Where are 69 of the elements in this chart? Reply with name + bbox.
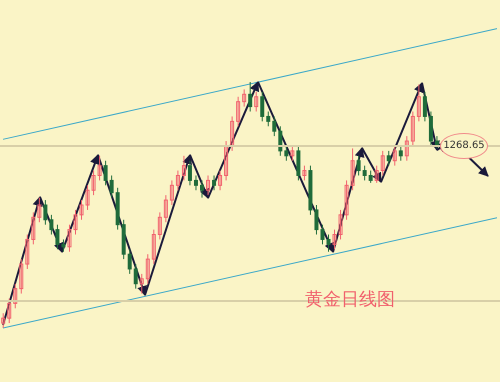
candlestick (134, 264, 138, 290)
candlestick (356, 155, 361, 176)
candlestick (260, 91, 264, 122)
candlestick (170, 180, 174, 206)
candlestick (164, 194, 168, 223)
candlestick (19, 258, 24, 294)
candlestick (55, 224, 60, 250)
candlestick (272, 116, 276, 137)
candlestick (374, 165, 379, 184)
candlestick (338, 209, 343, 240)
candlestick (404, 136, 409, 162)
candlestick (140, 273, 144, 294)
candlestick (86, 184, 90, 210)
candlestick (386, 150, 391, 166)
candlestick (1, 312, 6, 328)
candlestick (80, 200, 84, 220)
candlestick (230, 116, 234, 152)
candlestick (152, 229, 156, 265)
candlestick (61, 238, 66, 252)
candlestick (98, 155, 102, 181)
candlestick (188, 160, 192, 186)
candlestick (248, 82, 252, 112)
candlestick (344, 180, 349, 220)
candlestick (218, 170, 222, 191)
candlestick (73, 209, 78, 236)
candlestick (25, 234, 30, 270)
candlestick (380, 150, 385, 176)
candlestick (320, 224, 324, 245)
candlestick (49, 214, 54, 236)
candlestick (224, 140, 228, 181)
candlestick (104, 160, 108, 186)
candlestick (392, 145, 397, 166)
candlestick (92, 170, 96, 196)
candlestick (67, 224, 72, 252)
candlestick (176, 170, 180, 191)
candlestick (266, 111, 270, 127)
candlestick (242, 88, 246, 108)
text: 黄金日线图 (305, 288, 395, 311)
annotation: 1268.65 (440, 132, 488, 159)
candlestick (416, 84, 421, 122)
candlestick (182, 155, 186, 181)
candlestick (314, 204, 318, 236)
candlestick (368, 170, 373, 184)
candlestick (37, 197, 42, 223)
candlestick (236, 96, 240, 127)
candlestick (332, 229, 337, 250)
candlestick (7, 298, 12, 324)
candlestick (422, 91, 427, 122)
candlestick (212, 174, 216, 191)
candlestick (128, 248, 132, 274)
candlestick (410, 111, 415, 146)
candlestick (158, 212, 162, 240)
candlestick (302, 165, 306, 181)
candlestick (350, 148, 355, 191)
candlestick (194, 174, 198, 191)
candlestick (146, 254, 150, 284)
candlestick (13, 283, 18, 309)
candlestick (43, 200, 48, 226)
candlestick (362, 165, 367, 181)
candlestick (290, 145, 294, 162)
candlestick (206, 174, 210, 196)
candlestick (254, 91, 258, 112)
candlestick (278, 126, 282, 156)
candlestick (31, 212, 36, 245)
candlestick (284, 145, 288, 162)
candlestick (110, 174, 114, 198)
candlestick (200, 180, 204, 198)
candlestick (326, 234, 331, 252)
candlestick (398, 145, 403, 162)
